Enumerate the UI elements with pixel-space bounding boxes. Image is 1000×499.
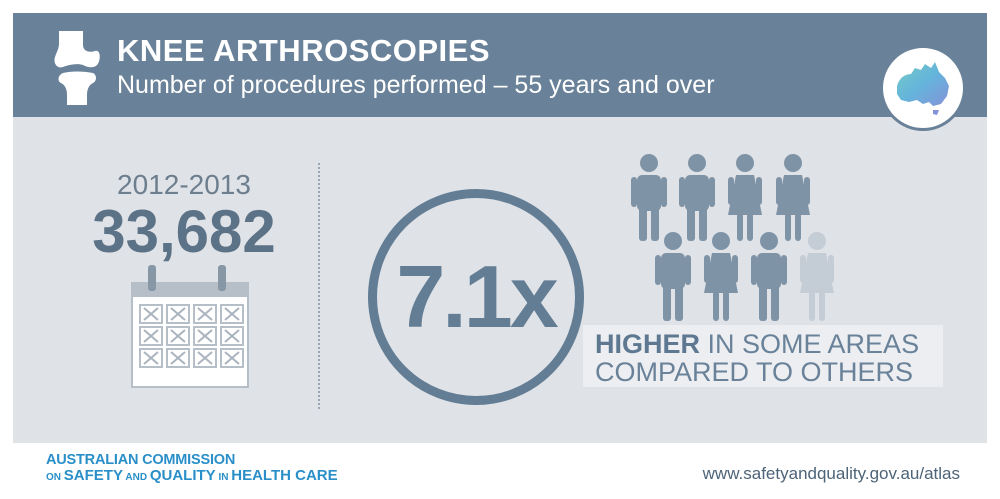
dotted-divider: [318, 163, 320, 409]
procedure-count: 33,682: [92, 198, 276, 265]
ratio-circle: 7.1x: [368, 189, 584, 405]
comparison-caption: HIGHER IN SOME AREAS COMPARED TO OTHERS: [583, 325, 943, 387]
ratio-value: 7.1x: [396, 247, 558, 346]
caption-highlight: HIGHER: [595, 329, 701, 359]
calendar-icon: [131, 265, 249, 388]
people-group-icon: [631, 154, 834, 321]
org-line-2: ON SAFETY AND QUALITY IN HEALTH CARE: [46, 467, 338, 484]
website-link[interactable]: www.safetyandquality.gov.au/atlas: [702, 464, 960, 483]
org-line-1: AUSTRALIAN COMMISSION: [46, 452, 236, 468]
organisation-name: AUSTRALIAN COMMISSION ON SAFETY AND QUAL…: [46, 452, 338, 486]
caption-line-1: HIGHER IN SOME AREAS: [595, 329, 919, 360]
header-band: KNEE ARTHROSCOPIES Number of procedures …: [13, 13, 987, 117]
page-subtitle: Number of procedures performed – 55 year…: [117, 71, 715, 99]
australia-map-icon: [880, 45, 966, 131]
infographic-panel: KNEE ARTHROSCOPIES Number of procedures …: [13, 13, 987, 443]
year-label: 2012-2013: [117, 169, 251, 200]
knee-joint-icon: [54, 31, 100, 105]
page-title: KNEE ARTHROSCOPIES: [117, 33, 491, 68]
caption-line-1-rest: IN SOME AREAS: [700, 329, 920, 359]
caption-line-2: COMPARED TO OTHERS: [595, 357, 914, 387]
